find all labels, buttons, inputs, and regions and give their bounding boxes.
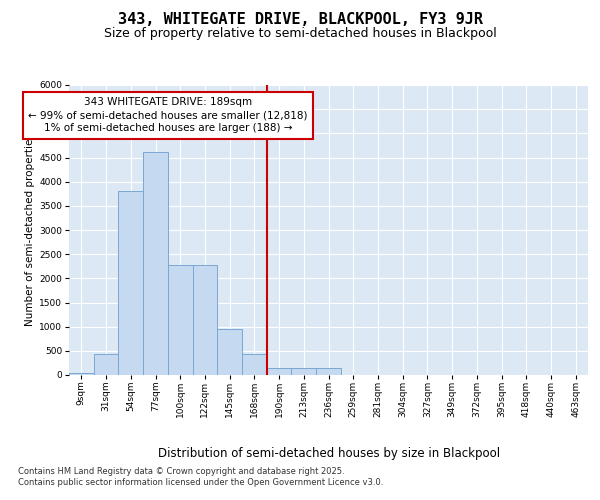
Bar	[193, 265, 217, 375]
Bar	[69, 372, 94, 375]
Bar	[168, 265, 193, 375]
Bar	[217, 329, 242, 375]
Text: 343 WHITEGATE DRIVE: 189sqm
← 99% of semi-detached houses are smaller (12,818)
1: 343 WHITEGATE DRIVE: 189sqm ← 99% of sem…	[28, 97, 308, 134]
Bar	[118, 192, 143, 375]
Bar	[292, 368, 316, 375]
Text: Size of property relative to semi-detached houses in Blackpool: Size of property relative to semi-detach…	[104, 28, 496, 40]
Bar	[316, 368, 341, 375]
Text: Contains HM Land Registry data © Crown copyright and database right 2025.
Contai: Contains HM Land Registry data © Crown c…	[18, 468, 383, 487]
Y-axis label: Number of semi-detached properties: Number of semi-detached properties	[25, 134, 35, 326]
Text: Distribution of semi-detached houses by size in Blackpool: Distribution of semi-detached houses by …	[158, 448, 500, 460]
Bar	[267, 368, 292, 375]
Bar	[143, 152, 168, 375]
Text: 343, WHITEGATE DRIVE, BLACKPOOL, FY3 9JR: 343, WHITEGATE DRIVE, BLACKPOOL, FY3 9JR	[118, 12, 482, 28]
Bar	[94, 354, 118, 375]
Bar	[242, 354, 267, 375]
